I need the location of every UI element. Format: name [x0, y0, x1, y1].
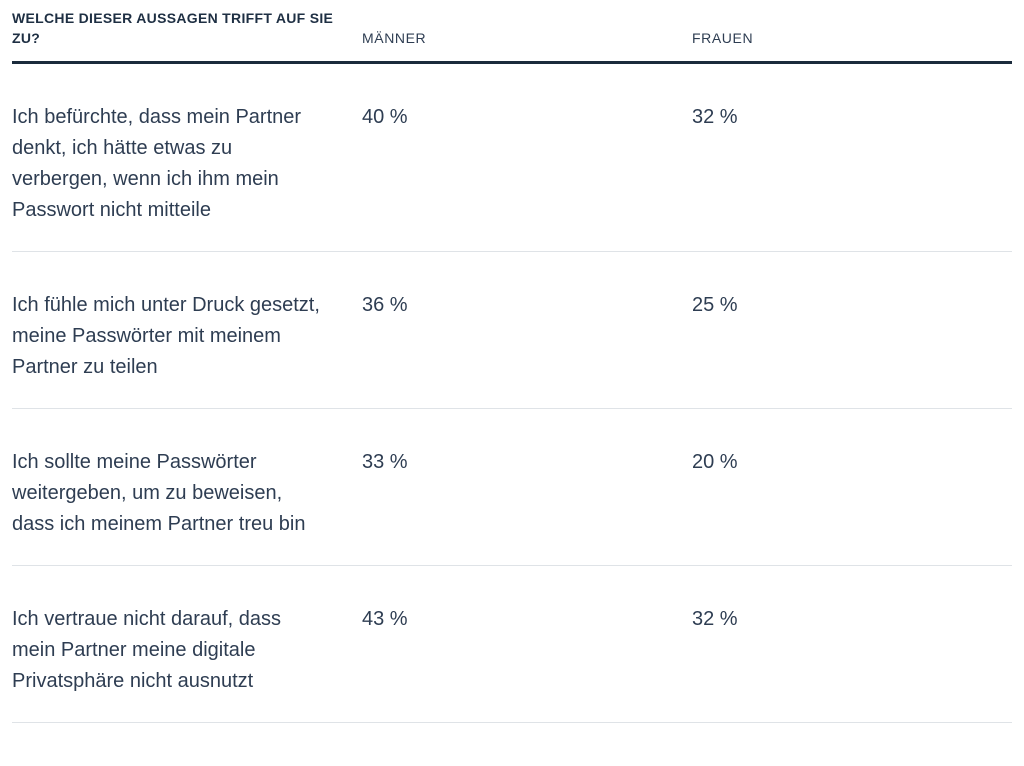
- table-row: Ich befürchte, dass mein Partner denkt, …: [12, 64, 1012, 252]
- frauen-value: 20 %: [692, 451, 738, 473]
- maenner-value: 36 %: [362, 294, 408, 316]
- column-header-frauen: FRAUEN: [692, 30, 754, 46]
- table-row: Ich fühle mich unter Druck gesetzt, mein…: [12, 252, 1012, 409]
- frauen-value: 32 %: [692, 106, 738, 128]
- statement-text: Ich sollte meine Passwörter weitergeben,…: [12, 451, 306, 535]
- maenner-value: 33 %: [362, 451, 408, 473]
- maenner-value: 43 %: [362, 608, 408, 630]
- table-row: Ich vertraue nicht darauf, dass mein Par…: [12, 566, 1012, 723]
- frauen-value: 32 %: [692, 608, 738, 630]
- statement-text: Ich befürchte, dass mein Partner denkt, …: [12, 106, 302, 221]
- column-header-cell-frauen: FRAUEN: [692, 28, 1012, 48]
- statement-text: Ich vertraue nicht darauf, dass mein Par…: [12, 608, 282, 692]
- maenner-value: 40 %: [362, 106, 408, 128]
- table-row: Ich sollte meine Passwörter weitergeben,…: [12, 409, 1012, 566]
- column-header-cell-maenner: MÄNNER: [362, 28, 692, 48]
- table-title-cell: WELCHE DIESER AUSSAGEN TRIFFT AUF SIE ZU…: [12, 8, 362, 48]
- frauen-value: 25 %: [692, 294, 738, 316]
- statement-text: Ich fühle mich unter Druck gesetzt, mein…: [12, 294, 320, 378]
- column-header-maenner: MÄNNER: [362, 30, 427, 46]
- table-title: WELCHE DIESER AUSSAGEN TRIFFT AUF SIE ZU…: [12, 10, 334, 46]
- table-header: WELCHE DIESER AUSSAGEN TRIFFT AUF SIE ZU…: [12, 0, 1012, 64]
